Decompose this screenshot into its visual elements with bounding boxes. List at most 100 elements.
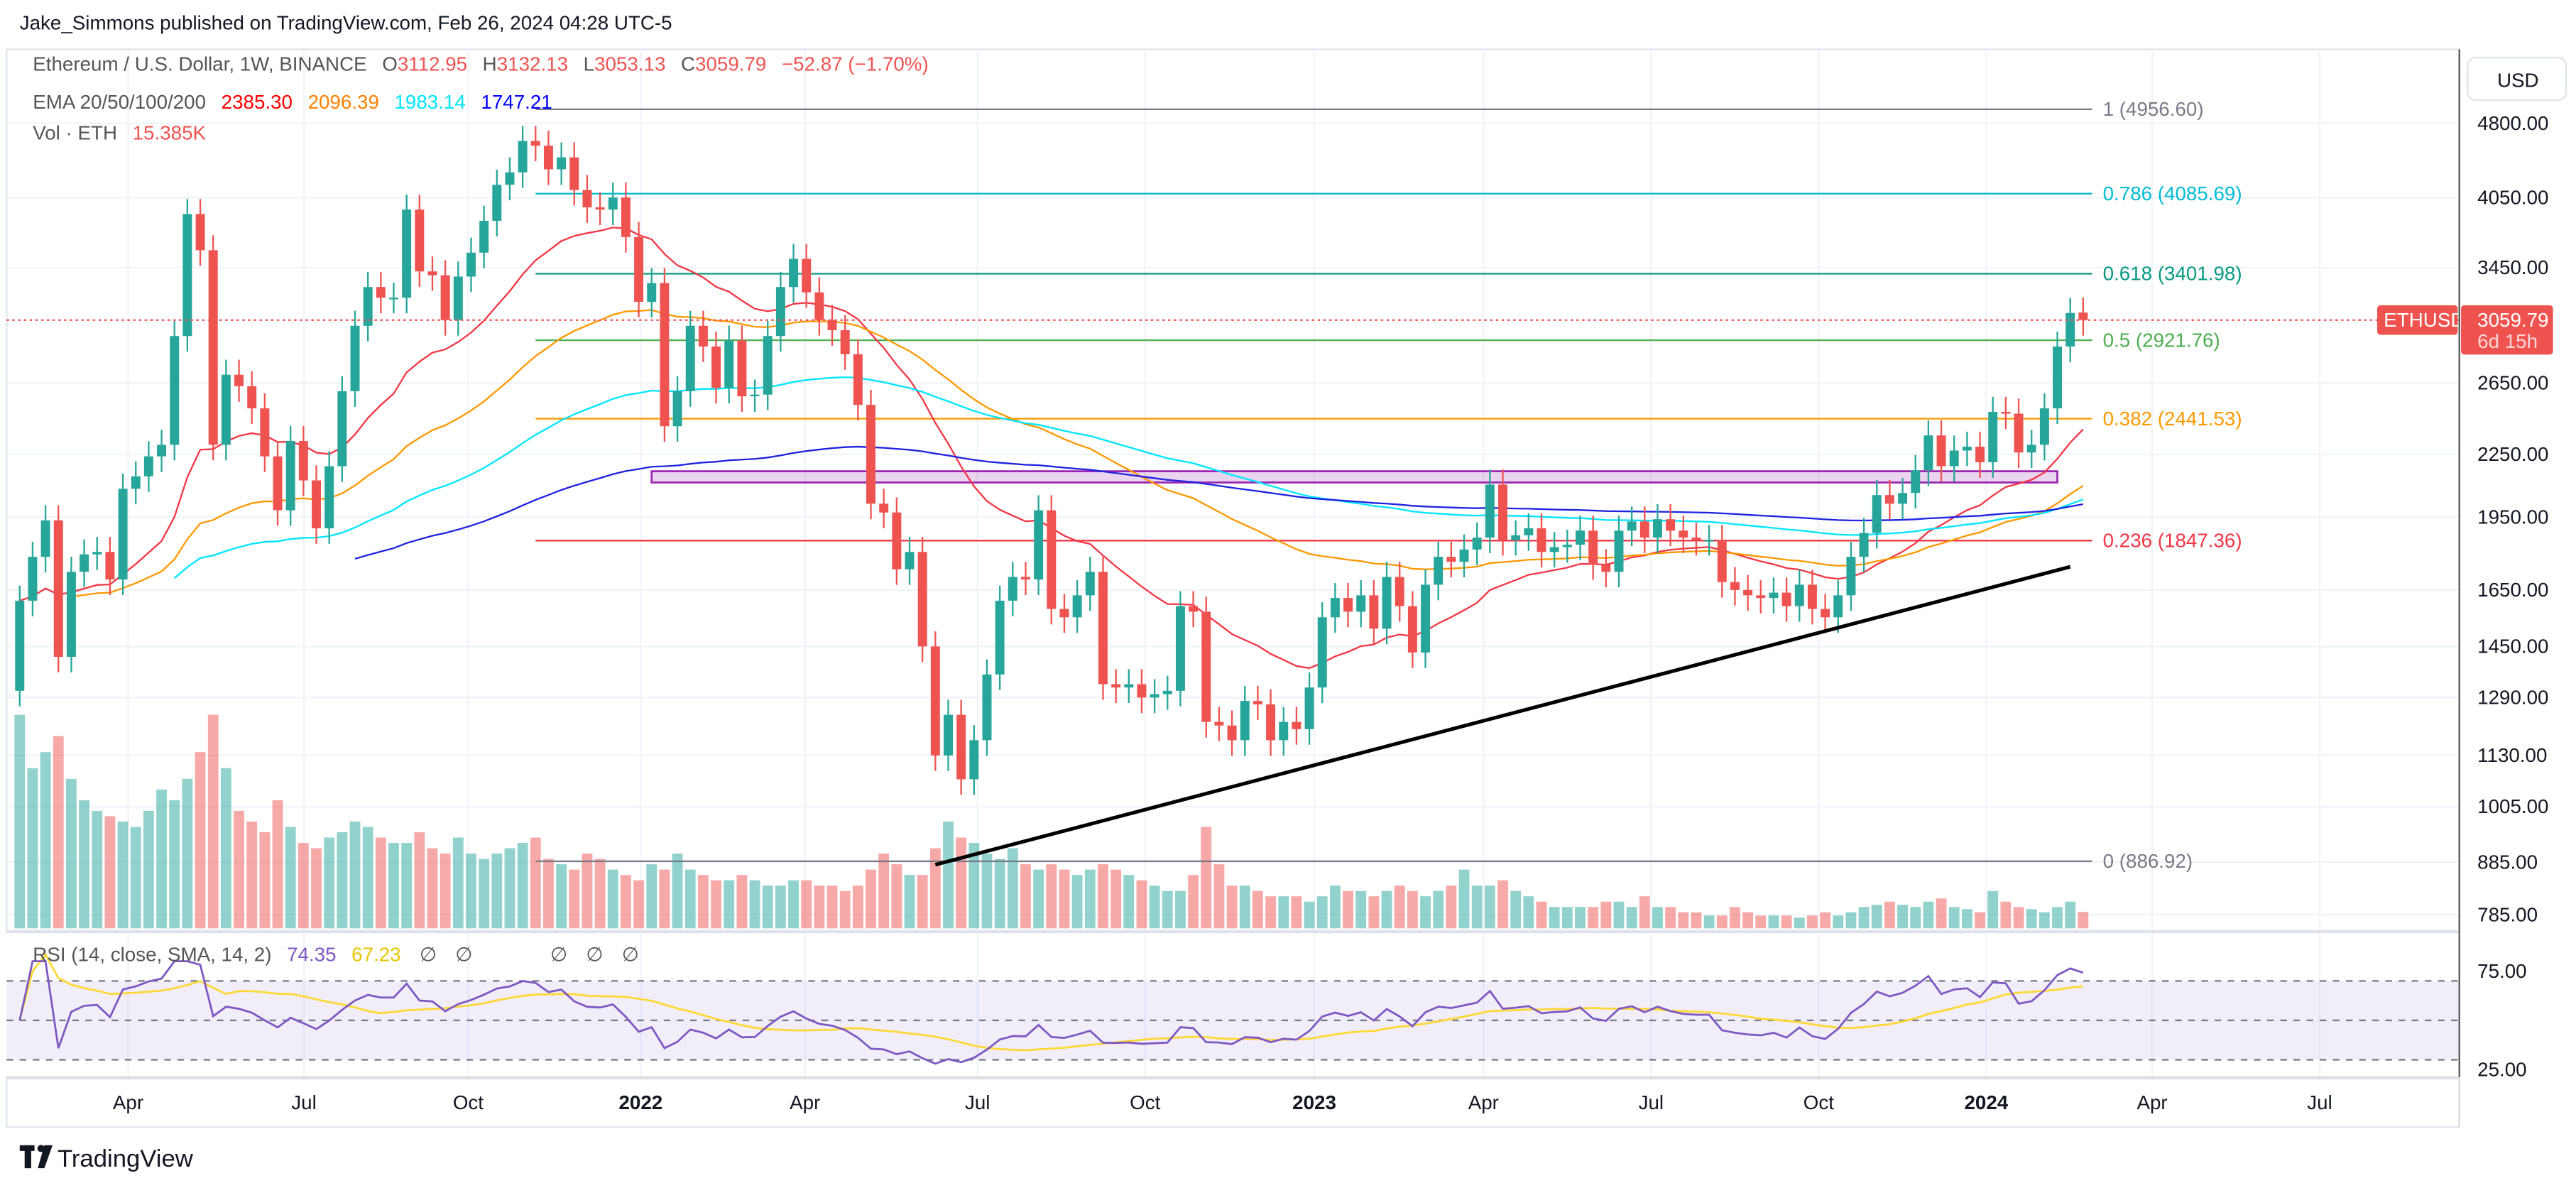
price-axis[interactable]: USD 4800.00 4050.00 3450.00 2650.00 2250.00 1… — [2458, 49, 2567, 1126]
candle-body — [1549, 547, 1559, 552]
volume-bar — [182, 778, 193, 929]
volume-bar — [1059, 869, 1070, 929]
main-pane[interactable]: 1 (4956.60) 0.786 (4085.69) 0.618 (3401.98… — [6, 48, 2465, 1078]
time-tick-label: 2024 — [1964, 1091, 2008, 1113]
volume-bar — [981, 854, 993, 929]
candle-body — [672, 391, 682, 427]
volume-bar — [917, 875, 928, 929]
time-tick-label: Jul — [2307, 1091, 2332, 1113]
candle-body — [1588, 530, 1598, 565]
volume-bar — [1071, 875, 1083, 929]
legend-symbol-row[interactable]: Ethereum / U.S. Dollar, 1W, BINANCE O311… — [33, 53, 928, 75]
candle-body — [1072, 595, 1082, 618]
volume-bar — [388, 843, 399, 929]
candle-body — [2053, 346, 2063, 409]
fib-level-label: 0.5 (2921.76) — [2103, 329, 2220, 351]
fib-level-label: 0.786 (4085.69) — [2103, 182, 2242, 205]
time-tick-label: 2022 — [619, 1091, 663, 1113]
candle-body — [995, 600, 1005, 675]
trendline[interactable] — [934, 565, 2071, 867]
candle-body — [298, 441, 308, 481]
countdown-label: 6d 15h — [2477, 330, 2538, 352]
candle-body — [118, 489, 128, 580]
volume-bar — [1497, 880, 1508, 929]
tradingview-logo[interactable]: TradingView — [19, 1145, 194, 1172]
volume-bar — [582, 854, 593, 929]
candle-body — [1562, 545, 1572, 547]
close-label: C — [681, 53, 695, 75]
candle-body — [1446, 557, 1456, 562]
volume-bar — [466, 854, 476, 929]
last-price-line: ETHUSD — [6, 305, 2465, 335]
volume-bar — [66, 778, 77, 929]
candle-body — [1279, 721, 1289, 741]
price-tick-label: 4050.00 — [2477, 186, 2548, 208]
candle-body — [969, 740, 979, 780]
volume-bar — [1975, 912, 1985, 929]
candle-body — [711, 346, 721, 388]
volume-bar — [2052, 907, 2063, 929]
volume-bar — [1162, 890, 1173, 929]
candle-body — [1201, 611, 1211, 722]
candle-body — [1472, 538, 1482, 550]
candle-body — [1807, 584, 1817, 609]
time-tick-label: Jul — [291, 1091, 316, 1113]
currency-label: USD — [2497, 70, 2539, 92]
volume-bar — [1020, 864, 1031, 929]
volume-bar — [362, 827, 373, 929]
volume-bar — [530, 837, 541, 929]
candle-body — [66, 572, 76, 657]
volume-bar — [1471, 885, 1483, 929]
volume-bar — [762, 885, 773, 929]
volume-bar — [414, 832, 425, 929]
candle-body — [1511, 535, 1521, 540]
time-tick-label: 2023 — [1292, 1091, 1336, 1113]
volume-bar — [14, 714, 26, 929]
legend-rsi-row[interactable]: RSI (14, close, SMA, 14, 2) 74.35 67.23 … — [33, 944, 639, 966]
rsi-pane[interactable]: RSI (14, close, SMA, 14, 2) 74.35 67.23 … — [6, 944, 2460, 1065]
volume-bar — [272, 800, 283, 929]
last-price-label: 3059.79 — [2477, 309, 2548, 331]
candle-body — [1369, 595, 1379, 629]
volume-bar — [1820, 912, 1831, 929]
candle-body — [1047, 510, 1057, 609]
volume-bar — [143, 810, 154, 929]
candle-body — [1356, 595, 1366, 612]
volume-bar — [1523, 896, 1534, 929]
last-price-tag — [2461, 305, 2553, 355]
fib-level-label: 1 (4956.60) — [2103, 98, 2204, 120]
volume-bar — [337, 832, 348, 929]
legend-volume-row[interactable]: Vol · ETH 15.385K — [33, 122, 206, 144]
candle-body — [1189, 606, 1199, 612]
currency-button[interactable] — [2467, 56, 2567, 102]
candle-body — [814, 292, 824, 320]
candle-body — [1859, 533, 1869, 557]
volume-bar — [1084, 869, 1096, 929]
resistance-zone[interactable] — [650, 470, 2058, 484]
volume-bar — [1665, 907, 1676, 929]
volume-bar — [698, 875, 709, 929]
volume-bar — [1613, 901, 1625, 929]
candle-body — [440, 275, 450, 320]
volume-bar — [207, 714, 219, 929]
volume-bar — [311, 848, 322, 929]
tradingview-logo-text: TradingView — [58, 1145, 194, 1172]
candle-body — [324, 466, 334, 528]
fib-retracement[interactable]: 1 (4956.60) 0.786 (4085.69) 0.618 (3401.98… — [535, 98, 2242, 872]
volume-bar — [891, 864, 902, 929]
time-axis[interactable]: Apr Jul Oct 2022 Apr Jul Oct 2023 Apr Jul Oct 2024 A… — [6, 1077, 2460, 1128]
volume-bar — [234, 810, 244, 929]
legend-ema-row[interactable]: EMA 20/50/100/200 2385.30 2096.39 1983.1… — [33, 91, 552, 113]
rsi-na-4: ∅ — [586, 944, 603, 966]
volume-bar — [1394, 885, 1405, 929]
volume-bar — [1923, 901, 1934, 929]
publisher-caption: Jake_Simmons published on TradingView.co… — [20, 12, 672, 34]
volume-bar — [1961, 909, 1972, 929]
symbol-name: Ethereum / U.S. Dollar, 1W, BINANCE — [33, 53, 366, 75]
price-tick-label: 3450.00 — [2477, 256, 2548, 278]
legend: Ethereum / U.S. Dollar, 1W, BINANCE O311… — [33, 53, 928, 144]
candle-body — [505, 172, 515, 185]
time-tick-label: Apr — [2136, 1091, 2167, 1113]
candle-body — [1794, 584, 1804, 606]
